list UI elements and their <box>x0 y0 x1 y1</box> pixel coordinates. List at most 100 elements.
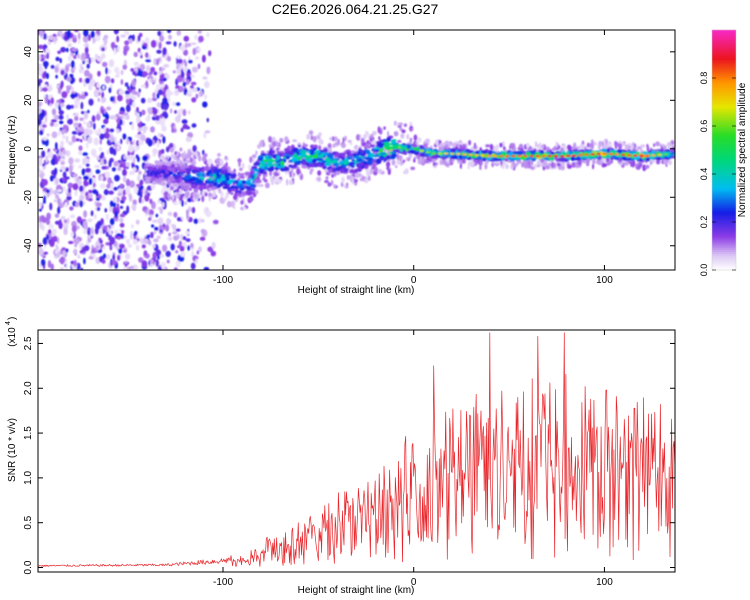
colorbar-cell <box>712 109 736 113</box>
noise-speckle <box>111 259 117 266</box>
noise-speckle <box>190 81 197 86</box>
noise-speckle <box>153 238 159 243</box>
noise-speckle <box>197 48 201 52</box>
noise-speckle <box>173 211 178 218</box>
signal-peak-cell <box>566 154 571 157</box>
colorbar-tick-label: 0.8 <box>699 72 709 85</box>
noise-speckle <box>132 167 137 172</box>
signal-ridge-cell <box>152 167 158 171</box>
signal-ridge-cell <box>164 168 169 172</box>
noise-speckle <box>186 42 192 47</box>
noise-speckle <box>83 245 90 252</box>
signal-halo <box>167 193 170 199</box>
noise-speckle <box>129 180 135 188</box>
signal-halo <box>596 160 601 165</box>
noise-speckle <box>103 37 108 45</box>
signal-halo <box>334 142 339 146</box>
noise-speckle <box>197 30 202 34</box>
noise-speckle <box>185 231 190 235</box>
signal-ridge-cell <box>651 150 656 155</box>
signal-peak-cell <box>437 152 443 155</box>
noise-speckle <box>151 201 156 210</box>
colorbar-cell <box>712 81 736 85</box>
noise-speckle <box>83 257 86 265</box>
noise-speckle <box>86 63 90 69</box>
noise-speckle <box>155 58 160 66</box>
noise-speckle <box>51 119 57 123</box>
noise-speckle <box>43 251 48 255</box>
noise-speckle <box>153 71 158 76</box>
signal-halo <box>458 141 464 145</box>
signal-halo <box>614 142 618 147</box>
signal-halo <box>317 170 322 176</box>
noise-speckle <box>78 38 81 45</box>
noise-speckle <box>73 259 77 267</box>
noise-speckle <box>38 54 42 61</box>
colorbar-cell <box>712 197 736 201</box>
colorbar-cell <box>712 205 736 209</box>
noise-speckle <box>154 226 159 231</box>
colorbar-cell <box>712 63 736 67</box>
signal-ridge-cell <box>294 163 297 168</box>
noise-speckle <box>83 228 87 235</box>
noise-speckle <box>79 63 83 70</box>
noise-speckle <box>150 231 154 239</box>
noise-speckle <box>180 70 185 79</box>
signal-ridge-cell <box>249 184 256 188</box>
noise-speckle <box>134 134 140 138</box>
signal-halo <box>233 194 238 201</box>
signal-ridge-cell <box>411 144 417 147</box>
signal-ridge-cell <box>432 155 439 158</box>
noise-speckle <box>72 37 77 43</box>
noise-speckle <box>119 183 124 189</box>
noise-speckle <box>144 171 147 176</box>
noise-speckle <box>172 224 177 231</box>
noise-speckle <box>157 89 163 96</box>
signal-peak-cell <box>511 155 516 158</box>
noise-speckle <box>120 233 124 239</box>
noise-speckle <box>126 205 130 214</box>
noise-speckle <box>84 158 90 164</box>
signal-ridge-cell <box>357 167 362 173</box>
signal-halo <box>649 160 653 166</box>
noise-speckle <box>181 119 188 124</box>
signal-halo <box>355 172 360 179</box>
colorbar-cell <box>712 183 736 187</box>
colorbar-cell <box>712 71 736 75</box>
signal-halo <box>467 163 470 170</box>
noise-speckle <box>119 160 124 166</box>
noise-speckle <box>149 259 154 265</box>
noise-speckle <box>115 113 119 117</box>
signal-halo <box>353 145 357 150</box>
signal-ridge-cell <box>196 167 200 171</box>
noise-speckle <box>176 55 182 60</box>
colorbar-cell <box>712 255 736 259</box>
signal-halo <box>248 195 254 202</box>
signal-ridge-cell <box>302 143 308 148</box>
noise-speckle <box>96 245 99 249</box>
colorbar-cell <box>712 193 736 197</box>
colorbar-cell <box>712 261 736 265</box>
signal-ridge-cell <box>482 157 487 162</box>
noise-speckle <box>109 135 114 143</box>
noise-speckle <box>189 74 195 78</box>
signal-halo <box>370 134 374 139</box>
signal-halo <box>184 191 190 199</box>
colorbar-cell <box>712 111 736 115</box>
noise-speckle <box>54 213 60 218</box>
colorbar-cell <box>712 85 736 89</box>
noise-speckle <box>128 88 133 93</box>
signal-halo <box>204 192 208 197</box>
signal-ridge-cell <box>278 150 285 154</box>
signal-halo <box>347 175 352 181</box>
noise-speckle <box>77 132 82 136</box>
colorbar-cell <box>712 253 736 257</box>
noise-speckle <box>138 257 144 263</box>
signal-halo <box>373 166 378 173</box>
noise-speckle <box>169 108 173 114</box>
noise-speckle <box>103 126 106 134</box>
signal-halo <box>193 158 196 164</box>
colorbar-cell <box>712 127 736 131</box>
signal-ridge-cell <box>253 163 261 166</box>
signal-halo <box>240 200 244 205</box>
